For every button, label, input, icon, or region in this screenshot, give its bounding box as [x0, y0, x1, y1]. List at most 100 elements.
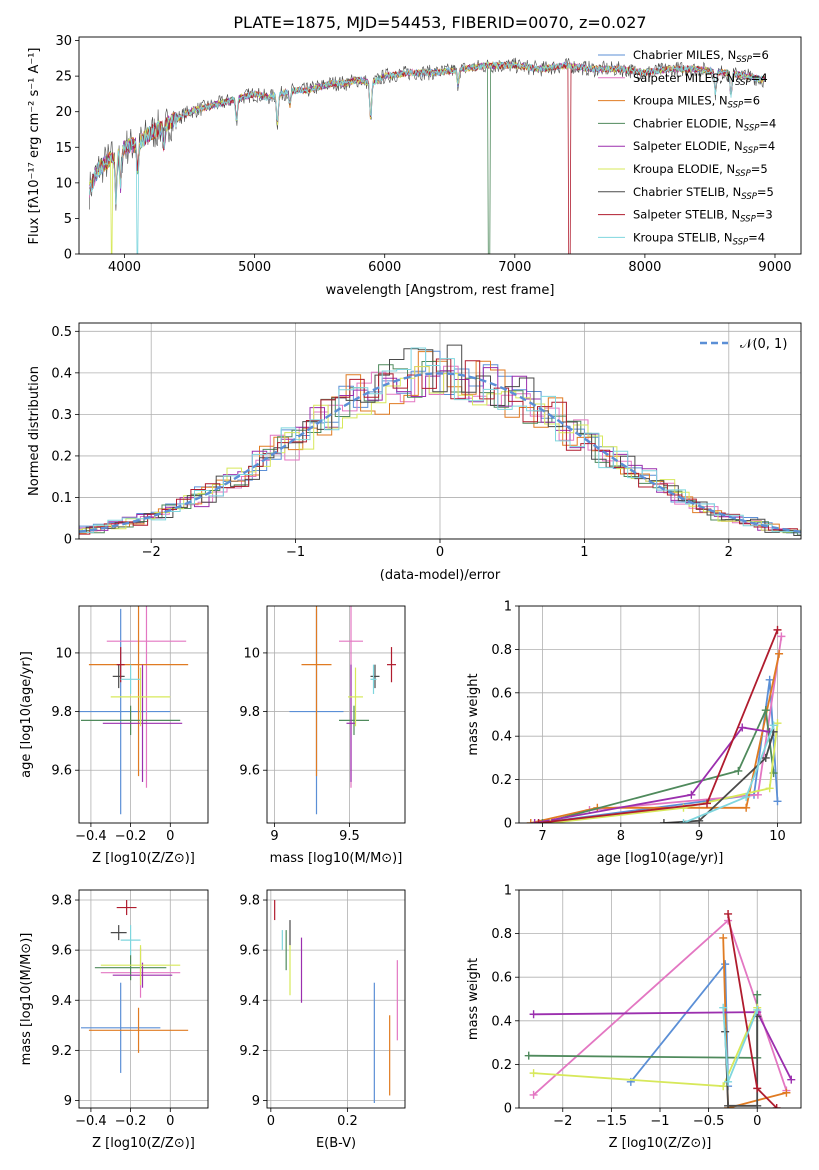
- y-tick-label: 9.6: [51, 764, 72, 779]
- x-tick-label: 0: [436, 545, 444, 560]
- y-tick-label: 9.2: [51, 1044, 72, 1059]
- weight-marker: [777, 632, 786, 641]
- plot-area: [79, 890, 208, 1108]
- weight-marker: [679, 819, 688, 823]
- axes-frame: [266, 889, 406, 1109]
- y-tick-label: 1: [504, 600, 512, 615]
- x-tick-label: −2: [553, 1114, 572, 1129]
- weight-marker: [719, 1082, 728, 1091]
- x-tick-label: −0.2: [115, 1114, 147, 1129]
- error-bar-point: [110, 925, 127, 941]
- legend: Chabrier MILES, NSSP=6 Salpeter MILES, NS…: [598, 48, 776, 247]
- legend: 𝒩(0, 1): [700, 337, 787, 352]
- weight-line: [534, 726, 770, 823]
- y-tick-label: 20: [55, 105, 72, 120]
- y-tick-label: 0: [504, 1102, 512, 1117]
- weight-marker: [753, 990, 762, 999]
- y-tick-label: 0.6: [491, 971, 512, 986]
- y-axis-label: mass weight: [466, 673, 481, 755]
- x-tick-label: 10: [769, 829, 786, 844]
- weight-marker: [724, 1101, 733, 1108]
- x-tick-label: 8: [617, 829, 625, 844]
- axes-frame: [266, 605, 406, 824]
- weight-marker: [534, 819, 543, 823]
- y-axis-label: Normed distribution: [27, 366, 42, 496]
- y-tick-label: 10: [55, 646, 72, 661]
- y-tick-label: 9.4: [239, 994, 260, 1009]
- x-tick-label: 8000: [628, 260, 661, 275]
- weight-marker: [753, 790, 762, 799]
- panel-weight_vs_Z: −2 −1.5 −1 −0.5 0 0 0.2 0.4 0.6 0.8 1 Z [log10(Z/Z⊙…: [466, 884, 802, 1151]
- weight-line: [542, 706, 775, 823]
- error-bar-point: [339, 705, 369, 736]
- weight-marker: [773, 797, 782, 806]
- y-tick-label: 1: [504, 884, 512, 899]
- weight-marker: [773, 625, 782, 634]
- legend-entry: Kroupa ELODIE, NSSP=5: [633, 162, 768, 179]
- legend-entry: 𝒩(0, 1): [740, 337, 787, 352]
- weight-line: [589, 636, 783, 811]
- x-tick-label: 0: [166, 1114, 174, 1129]
- y-tick-label: 0.8: [491, 927, 512, 942]
- x-axis-label: age [log10(age/yr)]: [597, 851, 724, 866]
- x-tick-label: 6000: [368, 260, 401, 275]
- y-tick-label: 9.8: [51, 705, 72, 720]
- x-tick-label: 7: [538, 829, 546, 844]
- plot-area: [519, 890, 801, 1108]
- weight-marker: [721, 960, 730, 969]
- axes-frame: [518, 605, 802, 824]
- error-bar-point: [301, 606, 332, 777]
- error-bar-point: [102, 664, 183, 782]
- weight-marker: [529, 1090, 538, 1099]
- weight-marker: [753, 1084, 762, 1093]
- weight-line: [550, 723, 779, 823]
- weight-marker: [546, 819, 555, 823]
- legend-entry: Kroupa STELIB, NSSP=4: [633, 230, 765, 247]
- weight-marker: [538, 819, 547, 823]
- x-tick-label: −0.4: [75, 1114, 107, 1129]
- y-tick-label: 9: [64, 1094, 72, 1109]
- weight-marker: [772, 1104, 781, 1108]
- x-tick-label: −1: [650, 1114, 669, 1129]
- error-bar-point: [94, 955, 167, 981]
- axes-frame: [78, 605, 209, 824]
- weight-marker: [687, 790, 696, 799]
- x-tick-label: −0.5: [693, 1114, 725, 1129]
- error-bar-point: [110, 667, 171, 727]
- y-tick-label: 0.8: [491, 643, 512, 658]
- error-bar-point: [387, 647, 396, 683]
- axes-frame: [78, 322, 802, 540]
- x-axis-label: (data-model)/error: [380, 568, 501, 583]
- panel-age_vs_mass: 9 9.5 9.6 9.8 10 mass [log10(M/M⊙)]: [239, 605, 406, 866]
- y-tick-label: 10: [243, 646, 260, 661]
- x-tick-label: 0.2: [337, 1114, 358, 1129]
- y-axis-label: mass weight: [466, 958, 481, 1040]
- x-tick-label: 0: [166, 829, 174, 844]
- legend-entry: Salpeter STELIB, NSSP=3: [633, 208, 773, 225]
- y-tick-label: 0: [64, 248, 72, 263]
- y-tick-label: 5: [64, 212, 72, 227]
- weight-marker: [765, 784, 774, 793]
- weight-marker: [787, 1075, 796, 1084]
- y-axis-label: mass [log10(M/M⊙)]: [19, 933, 34, 1066]
- weight-marker: [526, 819, 535, 823]
- weight-marker: [753, 1005, 762, 1014]
- weight-line: [722, 937, 787, 1108]
- legend-entry: Kroupa MILES, NSSP=6: [633, 94, 760, 111]
- legend-entry: Chabrier STELIB, NSSP=5: [633, 185, 774, 202]
- weight-marker: [719, 1003, 728, 1012]
- x-tick-label: 1: [580, 545, 588, 560]
- y-tick-label: 0.4: [491, 1014, 512, 1029]
- axes-frame: [78, 889, 209, 1109]
- weight-marker: [734, 766, 743, 775]
- weight-line: [530, 653, 780, 823]
- x-tick-label: −2: [142, 545, 161, 560]
- spectrum-line: [89, 61, 765, 254]
- y-tick-label: 9: [252, 1094, 260, 1109]
- panels: 4000 5000 6000 7000 8000 9000051015202530Chab…: [19, 34, 802, 1151]
- panel-weight_vs_age: 7 8 9 10 0 0.2 0.4 0.6 0.8 1 age [log10(age/yr)] ma…: [466, 600, 802, 866]
- x-tick-label: 9: [270, 829, 278, 844]
- gaussian-curve: [79, 372, 801, 533]
- error-bar-point: [120, 664, 141, 694]
